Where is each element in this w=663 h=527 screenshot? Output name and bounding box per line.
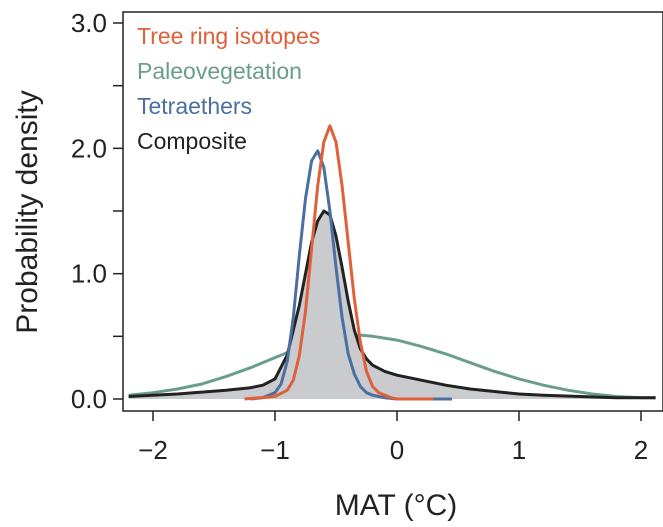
x-tick-label: 0 <box>390 435 404 465</box>
y-axis-label: Probability density <box>11 90 44 333</box>
legend-entry: Paleovegetation <box>137 58 302 84</box>
y-tick-label: 2.0 <box>71 133 107 163</box>
composite-line <box>128 209 656 400</box>
legend-entry: Tetraethers <box>137 93 252 119</box>
tree-ring-isotopes-line <box>244 124 434 401</box>
composite-area <box>128 211 656 399</box>
legend-entry: Composite <box>137 128 247 154</box>
x-tick-label: 2 <box>634 435 648 465</box>
y-tick-label: 3.0 <box>71 8 107 38</box>
legend-entry: Tree ring isotopes <box>137 23 320 49</box>
x-tick-label: 1 <box>512 435 526 465</box>
axes: 0.0 1.0 2.0 3.0 −2 −1 0 1 2 <box>71 8 663 465</box>
paleovegetation-line <box>128 333 656 400</box>
series-layer <box>128 124 656 401</box>
legend: Tree ring isotopes Paleovegetation Tetraet… <box>137 23 320 154</box>
x-tick-label: −1 <box>260 435 290 465</box>
y-tick-label: 1.0 <box>71 259 107 289</box>
y-tick-label: 0.0 <box>71 384 107 414</box>
x-axis-label: MAT (°C) <box>335 489 458 522</box>
x-tick-label: −2 <box>138 435 168 465</box>
tetraethers-line <box>250 149 452 401</box>
